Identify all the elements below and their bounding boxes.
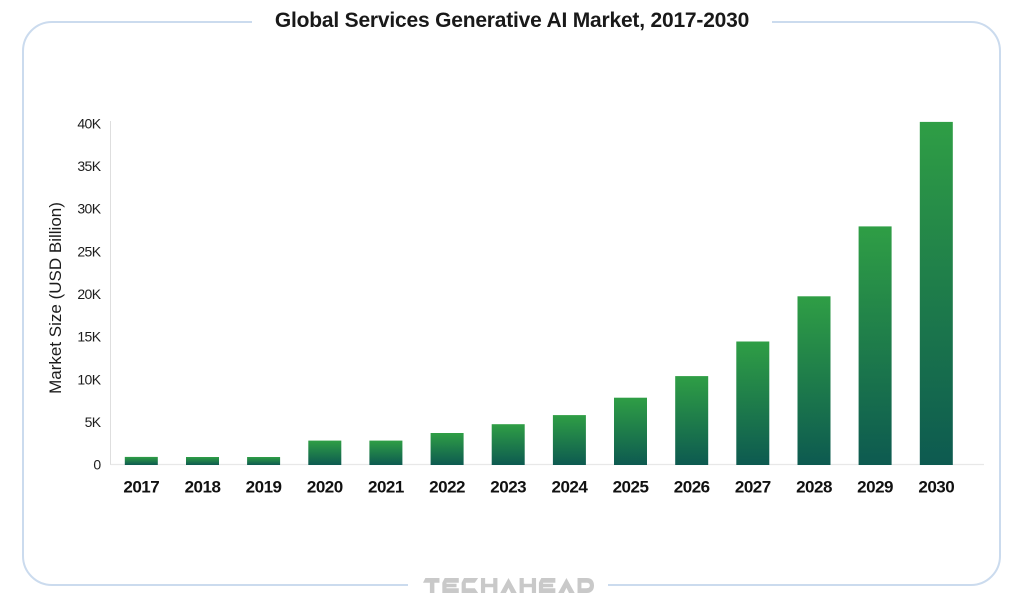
svg-text:2029: 2029: [857, 478, 893, 497]
svg-text:40K: 40K: [77, 115, 101, 131]
svg-text:2030: 2030: [918, 478, 954, 497]
svg-text:0: 0: [93, 457, 101, 473]
svg-text:15K: 15K: [77, 329, 101, 345]
svg-text:2026: 2026: [674, 478, 710, 497]
svg-text:Market Size (USD Billion): Market Size (USD Billion): [46, 202, 65, 394]
svg-text:2028: 2028: [796, 478, 832, 497]
svg-text:2023: 2023: [490, 478, 526, 497]
svg-text:2019: 2019: [246, 478, 282, 497]
svg-text:10K: 10K: [77, 371, 101, 387]
svg-text:5K: 5K: [85, 414, 102, 430]
svg-text:2021: 2021: [368, 478, 404, 497]
svg-text:2018: 2018: [185, 478, 221, 497]
svg-text:2025: 2025: [613, 478, 649, 497]
svg-text:20K: 20K: [77, 286, 101, 302]
svg-text:2017: 2017: [123, 478, 159, 497]
svg-text:2022: 2022: [429, 478, 465, 497]
svg-text:2024: 2024: [551, 478, 588, 497]
svg-text:25K: 25K: [77, 243, 101, 259]
svg-text:2027: 2027: [735, 478, 771, 497]
svg-text:30K: 30K: [77, 201, 101, 217]
svg-text:2020: 2020: [307, 478, 343, 497]
svg-text:35K: 35K: [77, 158, 101, 174]
